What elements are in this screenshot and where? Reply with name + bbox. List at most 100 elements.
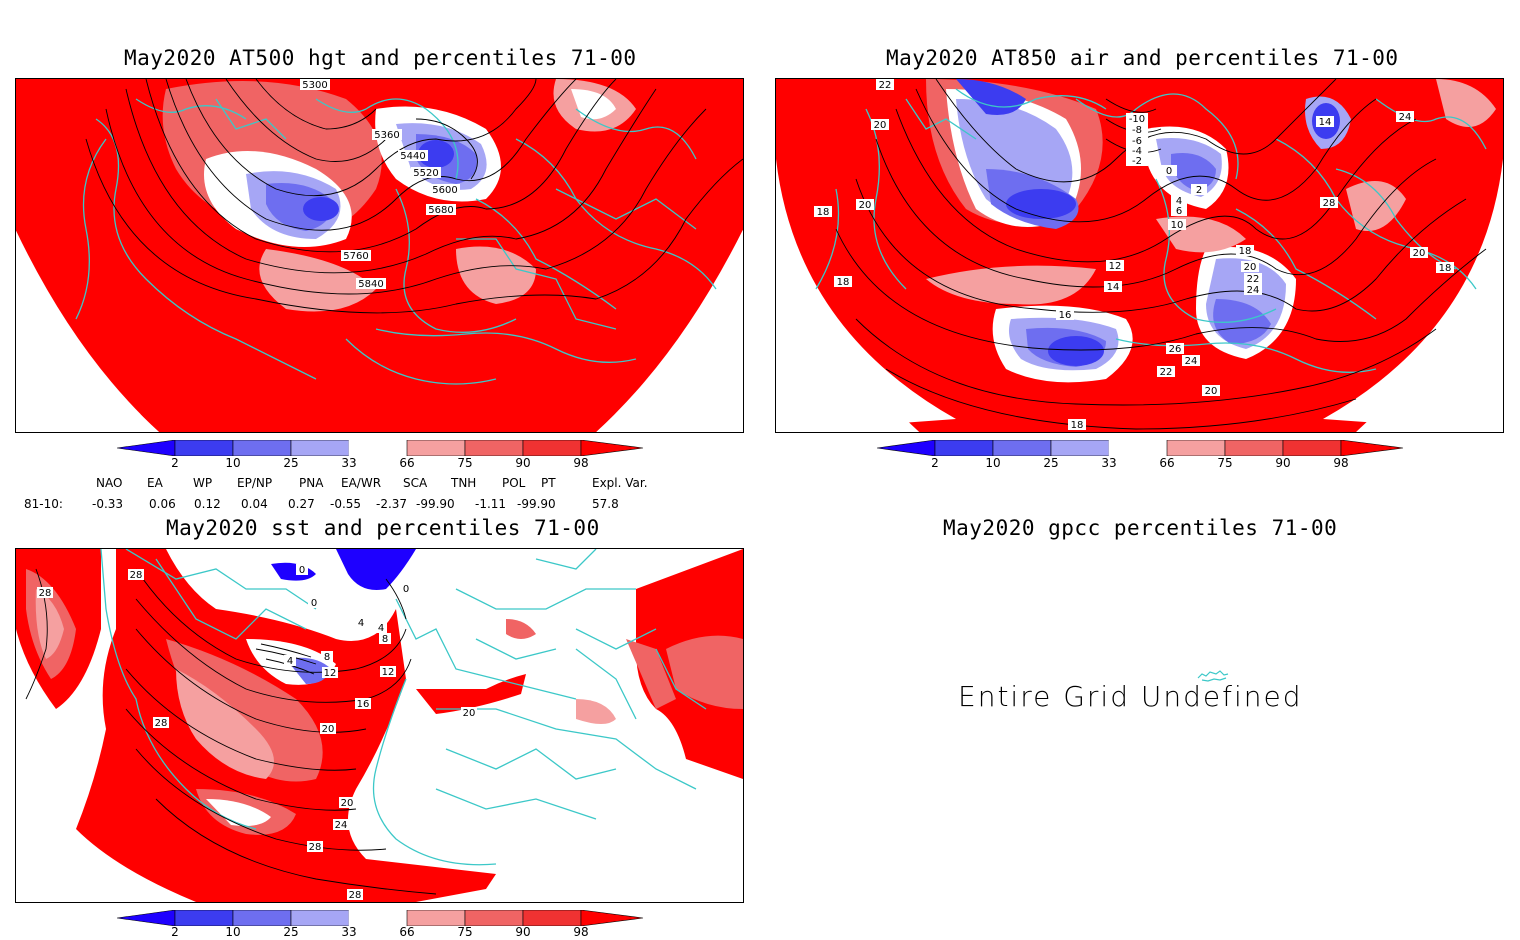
index-header: EA: [147, 476, 163, 490]
colorbar-label: 66: [1159, 456, 1175, 470]
colorbar-top-left: 2 10 25 33 66 75 90 98: [116, 439, 647, 470]
contour-label: 22: [1244, 273, 1262, 285]
svg-text:28: 28: [130, 570, 143, 581]
contour-label: -2: [1126, 155, 1148, 167]
contour-label: 0: [296, 564, 308, 576]
contour-label: 5440: [398, 150, 428, 162]
svg-text:4: 4: [287, 656, 293, 667]
contour-label: 0: [400, 583, 412, 595]
svg-text:24: 24: [335, 820, 348, 831]
contour-label: 18: [814, 206, 832, 218]
contour-label: 14: [1316, 116, 1334, 128]
colorbar-bottom-left: 2 10 25 33 66 75 90 98: [116, 909, 647, 940]
index-value: -99.90: [517, 497, 556, 511]
contour-label: 5680: [426, 204, 456, 216]
panel-title-sst: May2020 sst and percentiles 71-00: [166, 516, 600, 540]
contour-label: 8: [379, 633, 391, 645]
contour-label: 22: [876, 79, 894, 91]
index-header: POL: [502, 476, 526, 490]
contour-label: 16: [1056, 309, 1074, 321]
contour-label: 2: [1191, 184, 1207, 196]
contour-label: 20: [461, 707, 477, 719]
contour-label: 0: [308, 597, 320, 609]
contour-label: 4: [1171, 195, 1187, 207]
colorbar-label: 90: [515, 925, 531, 939]
svg-text:8: 8: [382, 634, 388, 645]
colorbar-label: 2: [171, 456, 179, 470]
svg-text:0: 0: [403, 584, 409, 595]
svg-text:5440: 5440: [400, 151, 425, 162]
map-panel-sst: 28 28 0 0 0 4 4 8 4 8 12 12 16 20 20 28 …: [15, 548, 744, 903]
svg-text:28: 28: [39, 588, 52, 599]
contour-label: 28: [307, 841, 323, 853]
contour-label: 18: [834, 276, 852, 288]
svg-text:-4: -4: [1132, 146, 1142, 157]
svg-text:20: 20: [341, 798, 354, 809]
svg-text:24: 24: [1185, 356, 1198, 367]
contour-label: 22: [1157, 366, 1175, 378]
svg-text:5520: 5520: [413, 168, 438, 179]
contour-label: 4: [375, 622, 387, 634]
map-fragment-icon: [1197, 670, 1229, 682]
contour-label: 28: [128, 569, 144, 581]
colorbar-label: 90: [515, 456, 531, 470]
svg-text:26: 26: [1169, 344, 1182, 355]
svg-text:5300: 5300: [302, 80, 327, 91]
colorbar-label: 98: [573, 925, 589, 939]
svg-text:20: 20: [1413, 248, 1426, 259]
panel-title-hgt500: May2020 AT500 hgt and percentiles 71-00: [124, 46, 637, 70]
colorbar-label: 25: [283, 925, 299, 939]
contour-label: 20: [1241, 261, 1259, 273]
svg-text:0: 0: [299, 565, 305, 576]
panel-title-air850: May2020 AT850 air and percentiles 71-00: [886, 46, 1399, 70]
svg-text:5680: 5680: [428, 205, 453, 216]
index-value: -99.90: [416, 497, 455, 511]
svg-text:20: 20: [1244, 262, 1257, 273]
contour-label: 20: [339, 797, 355, 809]
svg-text:-6: -6: [1132, 136, 1142, 147]
contour-label: 18: [1436, 262, 1454, 274]
svg-text:24: 24: [1247, 285, 1260, 296]
contour-label: 14: [1104, 281, 1122, 293]
svg-text:28: 28: [155, 718, 168, 729]
colorbar-label: 66: [399, 456, 415, 470]
index-header: PNA: [299, 476, 324, 490]
svg-text:18: 18: [1071, 420, 1084, 431]
svg-text:12: 12: [382, 667, 395, 678]
contour-label: 20: [320, 723, 336, 735]
svg-text:5360: 5360: [374, 130, 399, 141]
contour-label: 28: [1320, 197, 1338, 209]
svg-text:5760: 5760: [343, 251, 368, 262]
contour-label: 12: [322, 667, 338, 679]
svg-text:22: 22: [1160, 367, 1173, 378]
svg-text:18: 18: [817, 207, 830, 218]
svg-text:20: 20: [1205, 386, 1218, 397]
contour-label: -8: [1126, 124, 1148, 136]
index-value: 0.04: [241, 497, 268, 511]
svg-text:18: 18: [1239, 246, 1252, 257]
contour-label: 0: [1161, 165, 1177, 177]
index-header: NAO: [96, 476, 123, 490]
map-panel-air850: 22 20 18 20 18 -10 -8 -6 -4 -2 0 2 4 6 1…: [775, 78, 1504, 433]
svg-text:2: 2: [1196, 185, 1202, 196]
contour-label: 20: [1410, 247, 1428, 259]
svg-text:5600: 5600: [432, 185, 457, 196]
colorbar-label: 10: [985, 456, 1001, 470]
index-header: PT: [541, 476, 556, 490]
contour-label: 10: [1168, 219, 1186, 231]
svg-text:20: 20: [874, 120, 887, 131]
contour-label: 28: [153, 717, 169, 729]
svg-text:20: 20: [859, 200, 872, 211]
colorbar-label: 90: [1275, 456, 1291, 470]
contour-label: 5760: [341, 250, 371, 262]
svg-text:28: 28: [1323, 198, 1336, 209]
contour-label: 5300: [300, 79, 330, 91]
colorbar-label: 66: [399, 925, 415, 939]
index-header: EP/NP: [237, 476, 273, 490]
contour-label: 5840: [356, 278, 386, 290]
index-value: 57.8: [592, 497, 619, 511]
panel-title-gpcc: May2020 gpcc percentiles 71-00: [943, 516, 1338, 540]
svg-text:-2: -2: [1132, 156, 1142, 167]
contour-label: -10: [1126, 113, 1148, 125]
index-header: TNH: [451, 476, 477, 490]
